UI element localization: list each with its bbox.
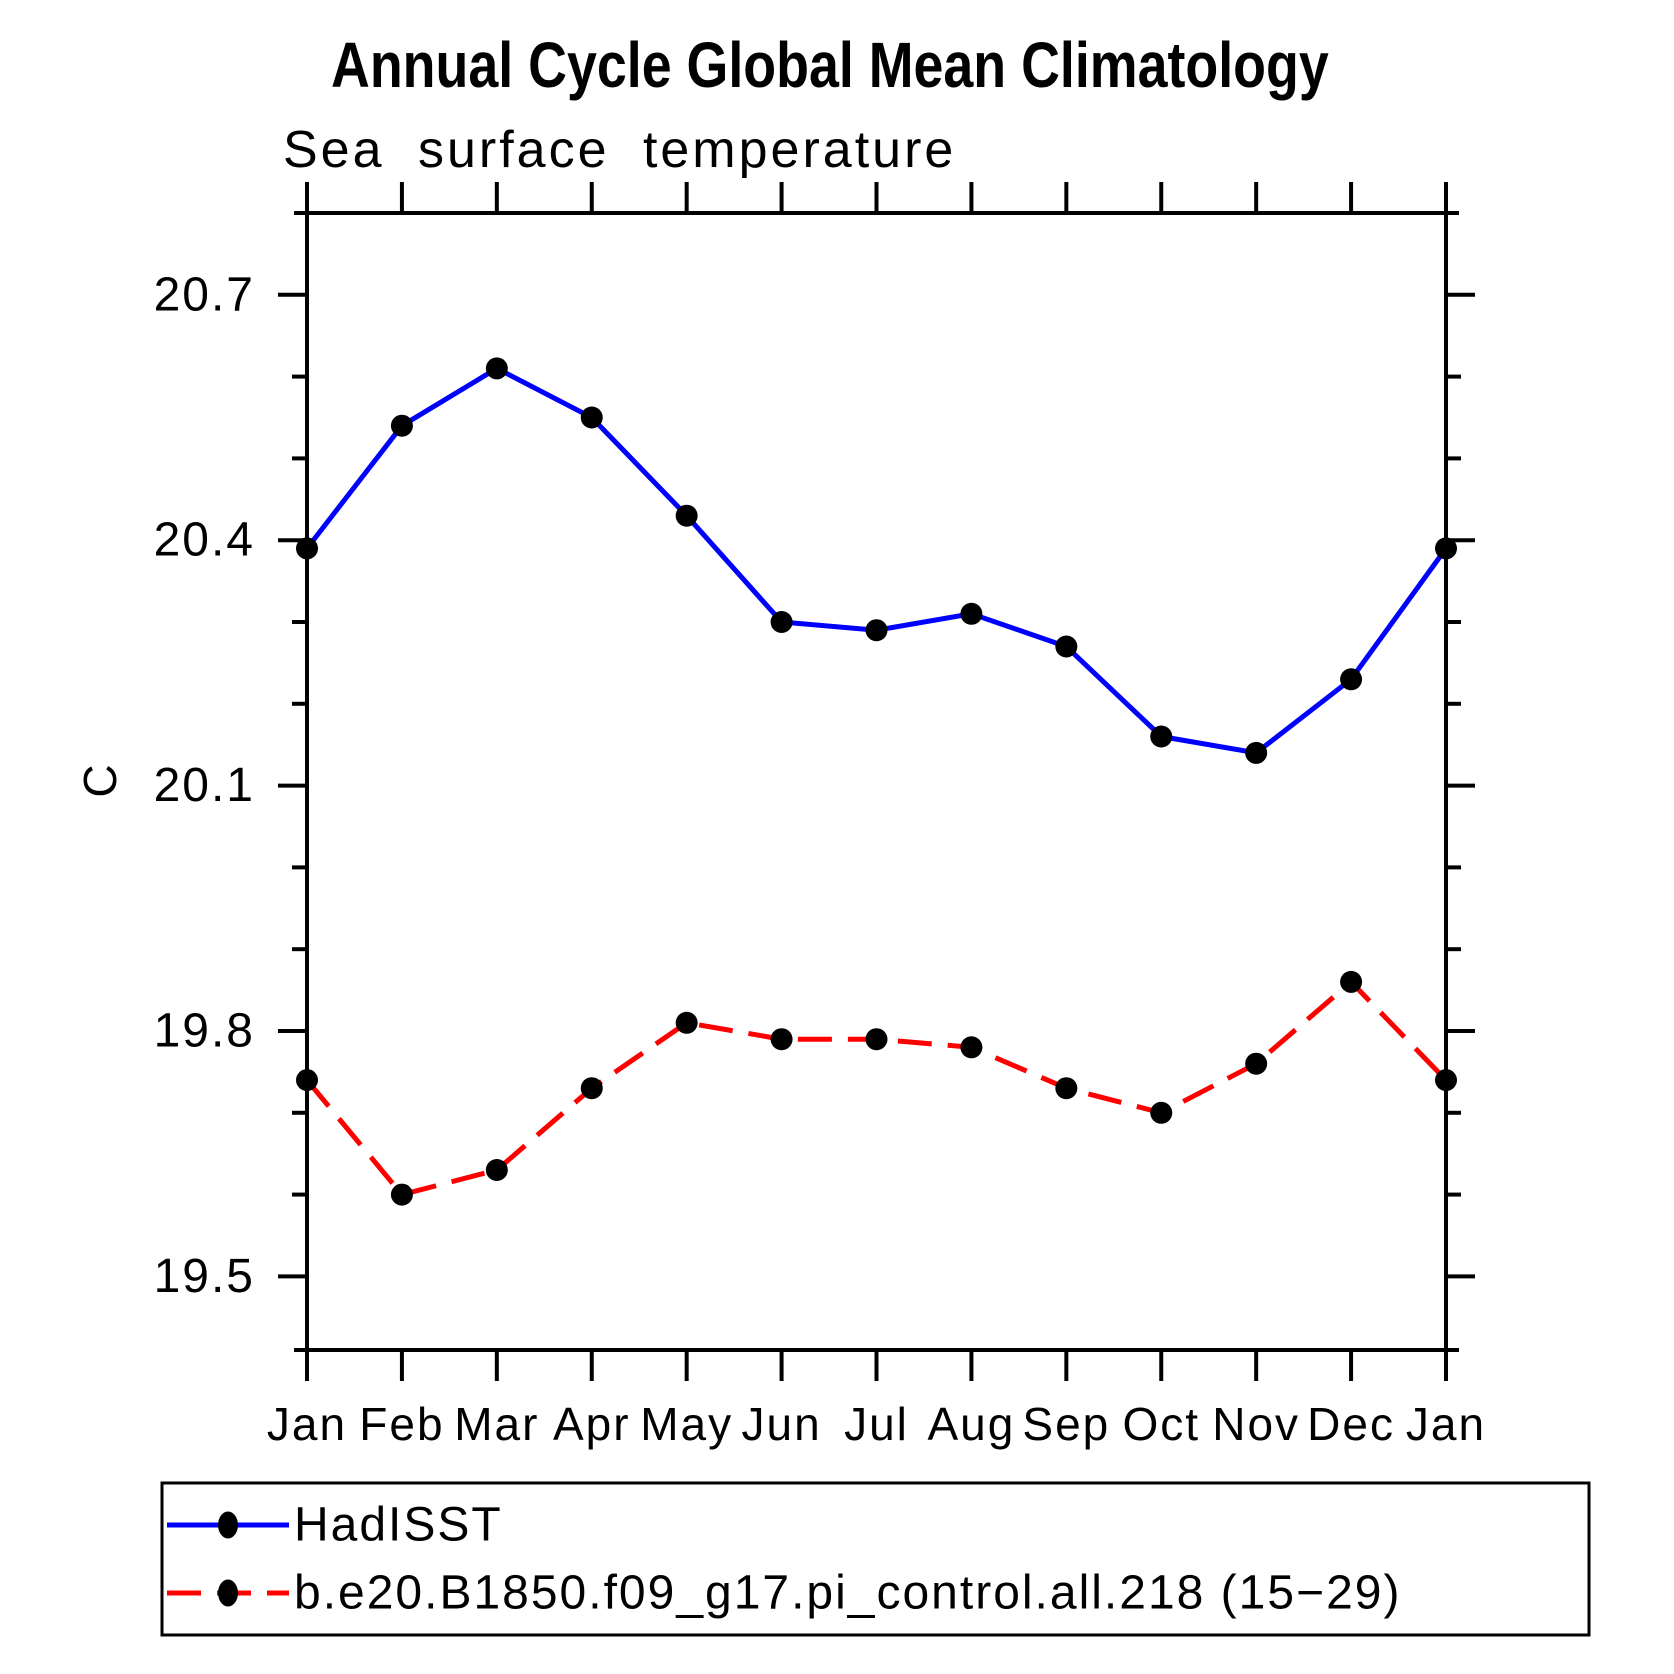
series-1-marker-6 xyxy=(865,1028,888,1051)
series-0-marker-7 xyxy=(960,602,983,625)
series-1-marker-2 xyxy=(485,1159,508,1181)
x-axis-label-3: Apr xyxy=(553,1398,631,1450)
series-1-marker-4 xyxy=(675,1011,698,1034)
x-axis-label-6: Jul xyxy=(844,1398,909,1450)
series-1-marker-9 xyxy=(1150,1101,1173,1124)
y-axis-tick-label-20.7: 20.7 xyxy=(154,268,255,321)
x-axis-label-4: May xyxy=(640,1398,733,1450)
series-1-marker-0 xyxy=(296,1069,318,1092)
series-0-marker-12 xyxy=(1435,537,1457,560)
y-axis-tick-label-20.1: 20.1 xyxy=(154,759,255,812)
y-axis-tick-label-19.5: 19.5 xyxy=(154,1250,255,1303)
x-axis-label-12: Jan xyxy=(1406,1398,1486,1450)
legend-key-marker-1 xyxy=(218,1579,238,1607)
series-1-marker-12 xyxy=(1435,1069,1457,1092)
series-0-marker-10 xyxy=(1245,741,1268,764)
x-axis-label-5: Jun xyxy=(741,1398,821,1450)
series-1-marker-7 xyxy=(960,1036,983,1059)
y-axis-tick-label-20.4: 20.4 xyxy=(154,514,255,567)
series-1-line xyxy=(305,978,1448,1198)
series-1-marker-1 xyxy=(390,1183,413,1206)
series-0-marker-9 xyxy=(1150,725,1173,748)
legend-label-1: b.e20.B1850.f09_g17.pi_control.all.218 (… xyxy=(294,1567,1401,1620)
x-axis-label-9: Oct xyxy=(1122,1398,1200,1450)
y-axis-tick-label-19.8: 19.8 xyxy=(154,1004,255,1057)
chart-subtitle: Sea surface temperature xyxy=(283,121,957,179)
series-0-marker-1 xyxy=(390,414,413,437)
series-0-marker-11 xyxy=(1340,668,1363,691)
series-0-marker-0 xyxy=(296,537,318,560)
x-axis-label-2: Mar xyxy=(454,1398,539,1450)
x-axis-label-1: Feb xyxy=(359,1398,444,1450)
x-axis-label-7: Aug xyxy=(927,1398,1015,1450)
series-1-marker-11 xyxy=(1340,970,1363,993)
series-0-marker-4 xyxy=(675,504,698,527)
series-0-marker-8 xyxy=(1055,635,1078,658)
series-0-marker-2 xyxy=(485,357,508,380)
x-axis-label-10: Nov xyxy=(1212,1398,1300,1450)
series-0-marker-3 xyxy=(580,406,603,429)
legend-label-0: HadISST xyxy=(294,1499,503,1552)
series-1-marker-5 xyxy=(770,1028,793,1051)
legend-box xyxy=(160,1481,1591,1637)
x-axis-label-11: Dec xyxy=(1307,1398,1395,1450)
x-axis-label-8: Sep xyxy=(1022,1398,1110,1450)
series-0-line xyxy=(305,365,1449,756)
series-1-marker-3 xyxy=(580,1077,603,1100)
legend-key-marker-0 xyxy=(218,1511,238,1539)
chart-title: Annual Cycle Global Mean Climatology xyxy=(0,28,1660,102)
chart-title-text: Annual Cycle Global Mean Climatology xyxy=(331,29,1329,101)
y-axis-title: C xyxy=(74,764,126,797)
series-0-marker-6 xyxy=(865,619,888,642)
x-axis-label-0: Jan xyxy=(267,1398,347,1450)
series-1-marker-10 xyxy=(1245,1052,1268,1075)
series-1-marker-8 xyxy=(1055,1077,1078,1100)
series-0-marker-5 xyxy=(770,611,793,633)
